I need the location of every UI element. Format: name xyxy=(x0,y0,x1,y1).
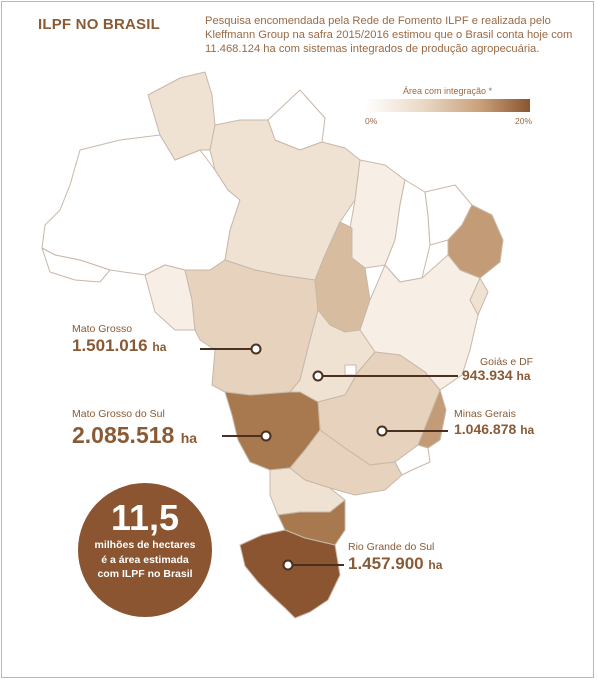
state-rio-grande-do-sul xyxy=(239,529,341,619)
legend-gradient-bar xyxy=(365,99,530,112)
marker-mato-grosso xyxy=(250,343,262,355)
highlight-number: 11,5 xyxy=(110,497,180,538)
label-mato-grosso-value: 1.501.016 ha xyxy=(72,336,166,356)
unit-goias-df: ha xyxy=(516,369,531,383)
label-goias-df-name: Goiás e DF xyxy=(480,356,534,368)
highlight-line-2: é a área estimada xyxy=(101,553,189,566)
label-minas-gerais-value: 1.046.878 ha xyxy=(454,421,534,437)
legend-title: Área com integração * xyxy=(403,86,493,96)
marker-rio-grande-do-sul xyxy=(282,559,294,571)
label-mato-grosso-do-sul-value: 2.085.518 ha xyxy=(72,422,197,449)
state-sergipe xyxy=(469,277,489,316)
state-northeast-tip xyxy=(447,204,504,279)
state-rio-de-janeiro xyxy=(394,444,431,476)
state-mato-grosso xyxy=(184,259,319,396)
label-mato-grosso-do-sul-name: Mato Grosso do Sul xyxy=(72,408,165,420)
unit-rio-grande-do-sul: ha xyxy=(428,558,443,572)
marker-minas-gerais xyxy=(376,425,388,437)
highlight-line-1: milhões de hectares xyxy=(94,539,196,551)
state-acre xyxy=(41,247,111,283)
unit-minas-gerais: ha xyxy=(520,423,535,437)
value-mato-grosso: 1.501.016 xyxy=(72,336,148,355)
state-distrito-federal xyxy=(344,364,357,376)
legend-min-label: 0% xyxy=(365,116,378,126)
unit-mato-grosso: ha xyxy=(152,340,167,354)
label-rio-grande-do-sul-value: 1.457.900 ha xyxy=(348,554,442,574)
value-rio-grande-do-sul: 1.457.900 xyxy=(348,554,424,573)
highlight-circle: 11,5 milhões de hectares é a área estima… xyxy=(78,483,212,617)
label-rio-grande-do-sul-name: Rio Grande do Sul xyxy=(348,541,435,553)
label-goias-df-value: 943.934 ha xyxy=(462,367,531,383)
unit-mato-grosso-do-sul: ha xyxy=(180,430,198,446)
value-mato-grosso-do-sul: 2.085.518 xyxy=(72,422,175,448)
label-minas-gerais-name: Minas Gerais xyxy=(454,408,516,420)
label-mato-grosso-name: Mato Grosso xyxy=(72,323,133,335)
state-amazonas xyxy=(41,134,241,276)
callout-leaders xyxy=(200,343,458,571)
value-goias-df: 943.934 xyxy=(462,367,513,383)
page-title: ILPF NO BRASIL xyxy=(38,16,160,33)
state-sao-paulo xyxy=(289,429,403,496)
legend-max-label: 20% xyxy=(515,116,533,126)
value-minas-gerais: 1.046.878 xyxy=(454,421,517,437)
marker-mato-grosso-do-sul xyxy=(260,430,272,442)
intro-text: Pesquisa encomendada pela Rede de Foment… xyxy=(205,15,573,55)
color-legend: Área com integração * 0% 20% xyxy=(365,86,535,136)
marker-goias-df xyxy=(312,370,324,382)
highlight-line-3: com ILPF no Brasil xyxy=(97,568,193,580)
